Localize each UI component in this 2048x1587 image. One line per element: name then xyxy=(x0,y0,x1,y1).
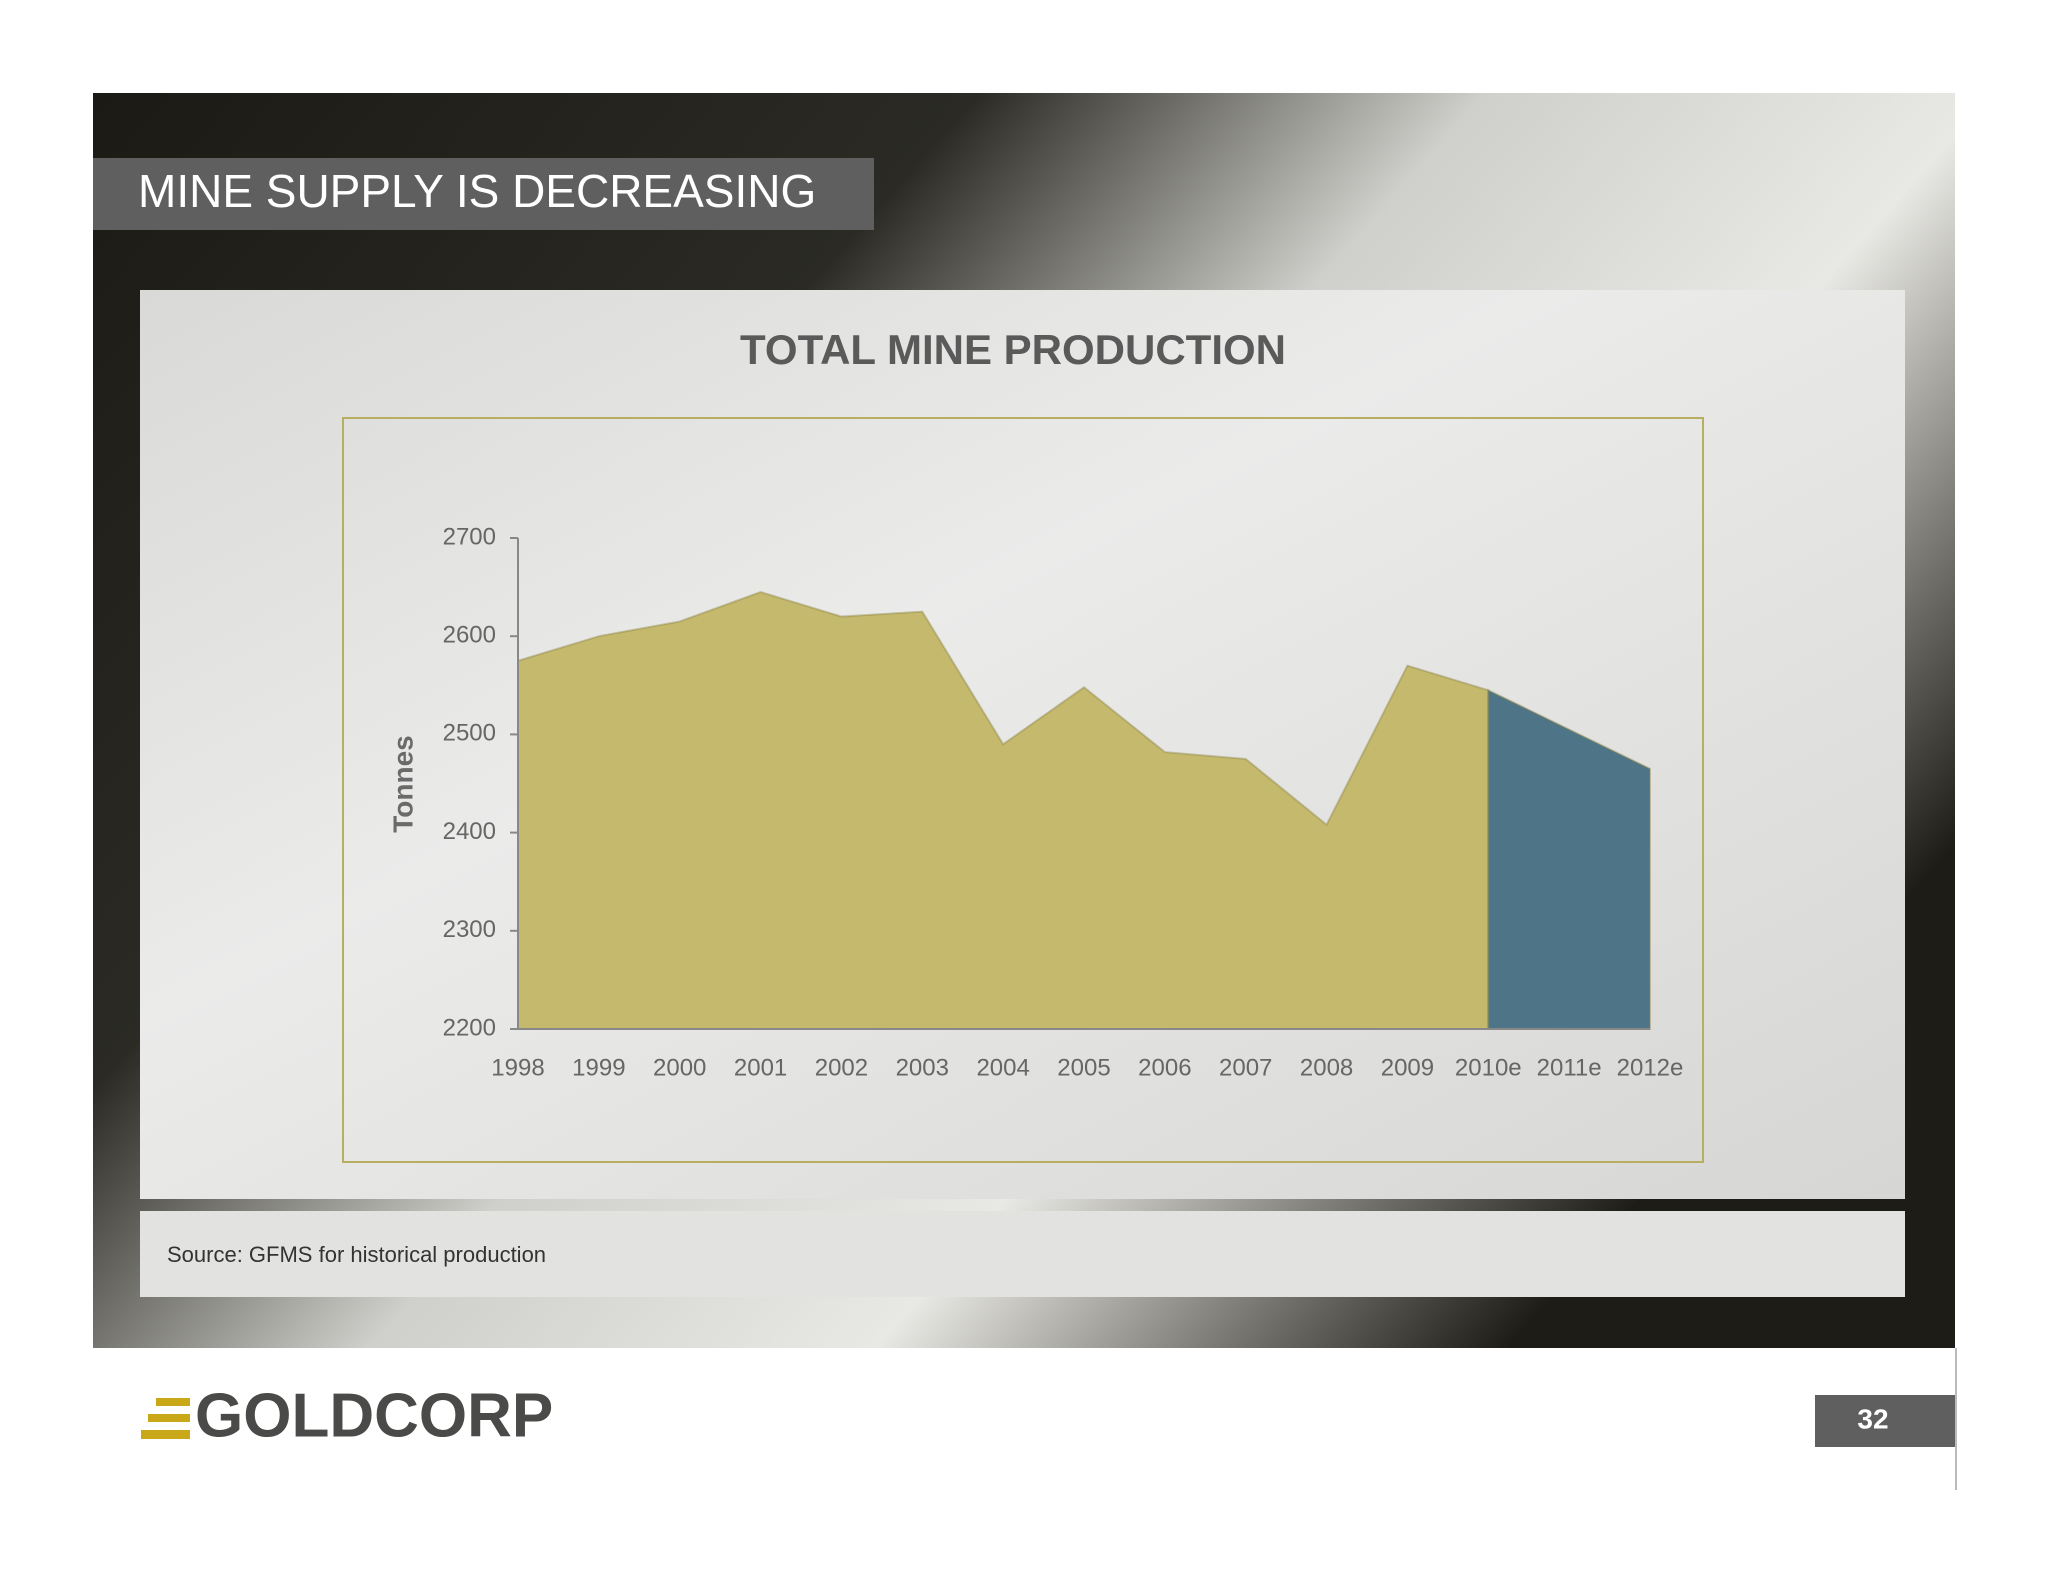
area xyxy=(517,590,1490,1030)
x-tick-label: 2005 xyxy=(1057,1054,1110,1081)
x-tick-label: 2004 xyxy=(976,1054,1029,1081)
x-tick-label: 2011e xyxy=(1537,1054,1602,1081)
x-tick-label: 2001 xyxy=(734,1054,787,1081)
y-tick-label: 2500 xyxy=(443,720,496,747)
source-panel xyxy=(140,1211,1905,1297)
page-number: 32 xyxy=(1857,1403,1888,1434)
x-tick-label: 2008 xyxy=(1300,1054,1353,1081)
y-tick-label: 2600 xyxy=(443,622,496,649)
x-tick-label: 2006 xyxy=(1138,1054,1191,1081)
x-tick-label: 1998 xyxy=(491,1054,544,1081)
y-tick-label: 2700 xyxy=(443,523,496,550)
x-tick-label: 2000 xyxy=(653,1054,706,1081)
source-note: Source: GFMS for historical production xyxy=(167,1242,546,1267)
logo-icon xyxy=(141,1398,190,1439)
x-tick-label: 2007 xyxy=(1219,1054,1272,1081)
x-tick-label: 2003 xyxy=(896,1054,949,1081)
x-tick-label: 2002 xyxy=(815,1054,868,1081)
y-tick-label: 2200 xyxy=(443,1014,496,1041)
x-tick-label: 1999 xyxy=(572,1054,625,1081)
y-tick-label: 2400 xyxy=(443,818,496,845)
x-tick-label: 2012e xyxy=(1617,1054,1684,1081)
y-tick-label: 2300 xyxy=(443,916,496,943)
x-tick-label: 2009 xyxy=(1381,1054,1434,1081)
title-bar xyxy=(93,158,874,230)
chart-frame xyxy=(342,417,1704,1163)
page-number-box xyxy=(1815,1395,1955,1447)
y-axis-label: Tonnes xyxy=(387,735,418,832)
chart-title: TOTAL MINE PRODUCTION xyxy=(740,326,1286,373)
x-tick-label: 2010e xyxy=(1455,1054,1522,1081)
logo-text: GOLDCORP xyxy=(195,1381,553,1450)
slide-title: MINE SUPPLY IS DECREASING xyxy=(138,165,816,217)
